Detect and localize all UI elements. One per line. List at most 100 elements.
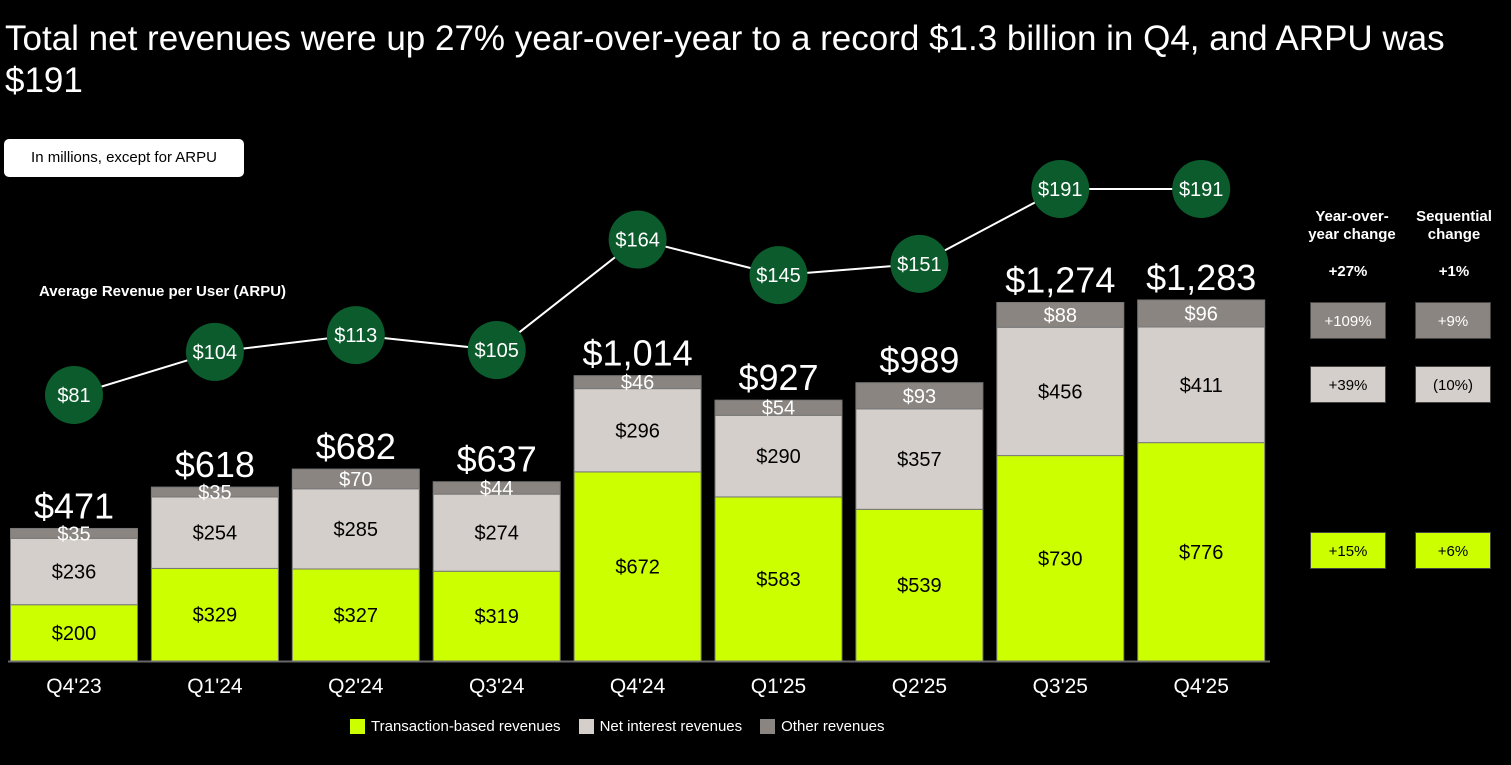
- bar-segment: [432, 481, 561, 495]
- bar-data-label: $200: [52, 623, 97, 645]
- bar-segment: [855, 382, 984, 410]
- x-tick-label: Q2'25: [892, 675, 947, 698]
- arpu-point: [1031, 159, 1090, 218]
- bar-total-label: $682: [316, 426, 396, 467]
- bar-data-label: $54: [762, 398, 795, 420]
- legend-swatch: [760, 719, 776, 734]
- bar-data-label: $327: [334, 605, 379, 627]
- arpu-point: [326, 306, 385, 365]
- x-tick-label: Q1'25: [751, 675, 806, 698]
- yoy-other: +109%: [1310, 302, 1386, 339]
- x-tick-label: Q2'24: [328, 675, 384, 698]
- bar-data-label: $290: [756, 446, 801, 468]
- bar-data-label: $44: [480, 478, 513, 500]
- page-title: Total net revenues were up 27% year-over…: [5, 19, 1445, 100]
- bar-segment: [432, 570, 561, 662]
- arpu-point: [45, 366, 103, 424]
- arpu-data-label: $113: [334, 325, 377, 347]
- x-tick-label: Q4'24: [610, 675, 666, 698]
- bar-data-label: $776: [1179, 542, 1224, 564]
- arpu-point: [1172, 159, 1231, 218]
- bar-data-label: $319: [474, 606, 519, 628]
- bar-segment: [996, 455, 1125, 662]
- bar-total-label: $1,274: [1005, 259, 1115, 300]
- bar-segment: [1137, 442, 1266, 662]
- yoy-total: +27%: [1328, 263, 1368, 280]
- bar-total-label: $927: [738, 357, 818, 398]
- bar-segment: [291, 468, 420, 490]
- arpu-data-label: $151: [897, 254, 942, 276]
- arpu-data-label: $81: [57, 385, 90, 407]
- bar-data-label: $88: [1044, 305, 1077, 327]
- bar-segment: [714, 496, 843, 662]
- bar-segment: [573, 388, 702, 473]
- arpu-point: [185, 322, 244, 381]
- unit-note: In millions, except for ARPU: [4, 139, 244, 177]
- bar-segment: [855, 508, 984, 662]
- bar-data-label: $456: [1038, 381, 1083, 403]
- bar-segment: [150, 496, 279, 569]
- arpu-data-label: $145: [756, 265, 801, 287]
- bar-data-label: $329: [193, 605, 238, 627]
- bar-segment: [996, 301, 1125, 328]
- bar-data-label: $236: [52, 562, 97, 584]
- bar-data-label: $672: [615, 556, 660, 578]
- bar-data-label: $296: [615, 420, 660, 442]
- legend-label: Other revenues: [781, 718, 885, 735]
- arpu-data-label: $105: [474, 340, 519, 362]
- bar-total-label: $1,014: [583, 333, 693, 374]
- bar-data-label: $539: [897, 575, 942, 597]
- bar-segment: [150, 486, 279, 498]
- bar-segment: [714, 399, 843, 416]
- legend-net-interest: Net interest revenues: [578, 718, 743, 735]
- legend-transaction: Transaction-based revenues: [350, 718, 561, 735]
- x-tick-label: Q3'25: [1033, 675, 1088, 698]
- bar-data-label: $730: [1038, 548, 1083, 570]
- bar-total-label: $1,283: [1146, 257, 1256, 298]
- bar-total-label: $989: [879, 340, 959, 381]
- legend-other: Other revenues: [760, 718, 885, 735]
- yoy-net-interest: +39%: [1310, 366, 1386, 403]
- bar-segment: [10, 537, 138, 606]
- yoy-transaction: +15%: [1310, 532, 1386, 569]
- bar-segment: [291, 488, 420, 570]
- seq-transaction: +6%: [1415, 532, 1491, 569]
- bar-data-label: $583: [756, 569, 801, 591]
- seq-total: +1%: [1438, 263, 1470, 280]
- bar-data-label: $357: [897, 449, 942, 471]
- seq-other: +9%: [1415, 302, 1491, 339]
- seq-net-interest: (10%): [1415, 366, 1491, 403]
- bar-data-label: $70: [339, 469, 372, 491]
- legend-swatch: [350, 719, 365, 734]
- arpu-point: [608, 210, 667, 269]
- bar-data-label: $35: [198, 482, 231, 504]
- arpu-point: [749, 246, 808, 305]
- bar-segment: [996, 326, 1125, 457]
- bar-data-label: $93: [903, 386, 936, 408]
- bar-segment: [573, 471, 702, 662]
- bar-segment: [714, 414, 843, 498]
- bar-data-label: $35: [57, 523, 90, 545]
- bar-data-label: $411: [1180, 375, 1223, 397]
- bar-segment: [1137, 299, 1266, 328]
- bar-total-label: $618: [175, 444, 255, 485]
- bar-total-label: $637: [457, 439, 537, 480]
- bar-segment: [432, 493, 561, 572]
- legend-label: Transaction-based revenues: [371, 718, 561, 735]
- bar-data-label: $254: [193, 523, 238, 545]
- arpu-point: [890, 234, 949, 293]
- bar-segment: [573, 375, 702, 390]
- legend-swatch: [578, 719, 594, 734]
- arpu-data-label: $164: [615, 230, 660, 252]
- arpu-data-label: $191: [1038, 179, 1083, 201]
- bar-segment: [1137, 326, 1266, 444]
- legend-label: Net interest revenues: [599, 718, 743, 735]
- x-tick-label: Q1'24: [187, 675, 243, 698]
- arpu-point: [467, 321, 526, 380]
- x-tick-label: Q4'23: [46, 675, 101, 698]
- x-tick-label: Q4'25: [1174, 675, 1229, 698]
- arpu-data-label: $191: [1179, 179, 1224, 201]
- bar-segment: [855, 408, 984, 510]
- bar-data-label: $96: [1185, 303, 1218, 325]
